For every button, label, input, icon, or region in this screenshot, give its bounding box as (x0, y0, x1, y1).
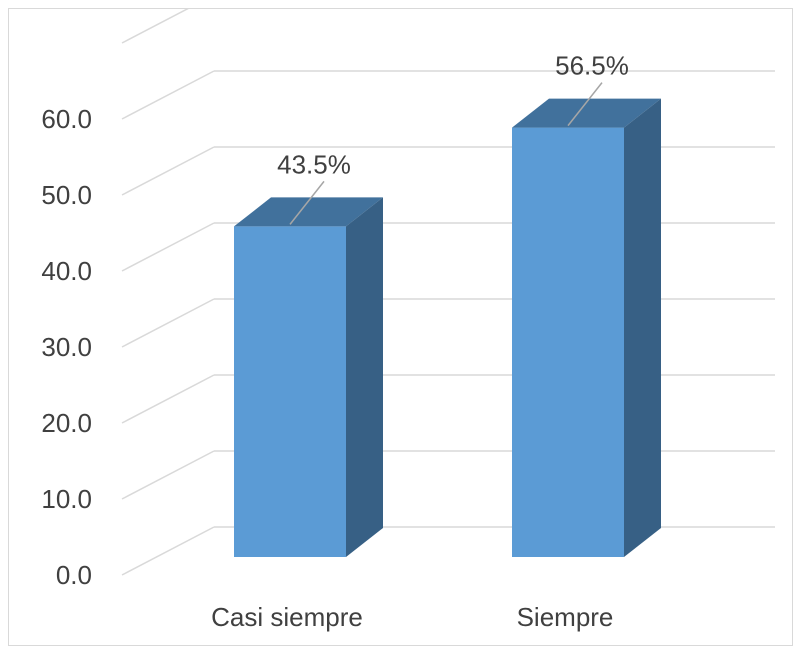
bar-chart: 0.0 10.0 20.0 30.0 40.0 50.0 60.0 43.5% Casi sie… (41, 9, 775, 632)
y-tick-label: 0.0 (56, 560, 92, 590)
gridline-diagonal (121, 450, 215, 500)
data-label: 56.5% (555, 51, 629, 81)
bar-top (234, 197, 383, 227)
chart-area: 0.0 10.0 20.0 30.0 40.0 50.0 60.0 43.5% Casi sie… (8, 8, 793, 646)
data-label: 43.5% (277, 149, 351, 179)
y-tick-label: 50.0 (41, 180, 92, 210)
y-tick-label: 40.0 (41, 256, 92, 286)
bar (234, 226, 346, 557)
x-category-label: Siempre (517, 602, 614, 632)
bar (512, 127, 624, 557)
y-tick-label: 60.0 (41, 104, 92, 134)
gridline-diagonal (121, 526, 215, 576)
gridline-diagonal (121, 222, 215, 272)
y-tick-label: 10.0 (41, 484, 92, 514)
data-label-leader (289, 180, 325, 225)
gridline-diagonal (121, 9, 189, 44)
gridline-diagonal (121, 374, 215, 424)
bar-side (346, 197, 383, 557)
y-tick-label: 30.0 (41, 332, 92, 362)
gridline-diagonal (121, 70, 215, 120)
data-label-leader (567, 82, 603, 127)
bar-top (512, 98, 661, 128)
x-category-label: Casi siempre (211, 602, 363, 632)
gridline-diagonal (121, 146, 215, 196)
gridline-diagonal (121, 298, 215, 348)
bar-side (624, 98, 661, 557)
y-tick-label: 20.0 (41, 408, 92, 438)
